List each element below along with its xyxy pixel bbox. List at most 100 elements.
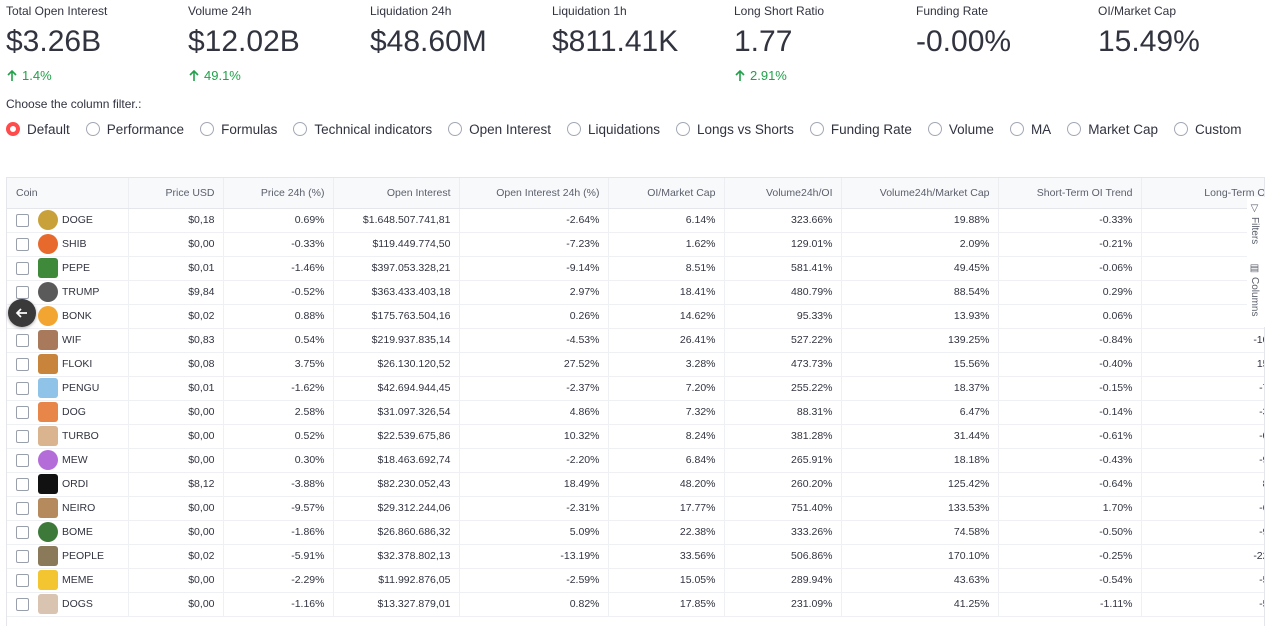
row-checkbox[interactable] [16,573,29,587]
radio-circle[interactable] [809,122,824,136]
cell-price-usd: $0,00 [128,592,224,617]
table-row[interactable]: MEME $0,00 -2.29% $11.992.876,05 -2.59% 15.05… [7,568,1264,593]
row-checkbox[interactable] [16,237,29,251]
radio-circle[interactable] [6,122,20,136]
coin-cell: ORDI [16,474,120,494]
cell-price-24h: 0.69% [223,208,334,233]
cell-short-term-oi-trend: -0.25% [998,544,1142,569]
radio-option-technical-indicators[interactable]: Technical indicators [293,122,432,137]
radio-circle[interactable] [1009,122,1024,136]
radio-circle[interactable] [448,122,463,136]
column-header-open-interest-24h[interactable]: Open Interest 24h (%) [459,178,609,209]
radio-circle[interactable] [200,122,215,136]
radio-option-market-cap[interactable]: Market Cap [1067,122,1158,137]
row-checkbox[interactable] [16,597,29,611]
radio-circle[interactable] [566,122,581,136]
coin-symbol: MEME [62,574,94,586]
cell-oi-market-cap: 17.85% [608,592,725,617]
cell-open-interest: $13.327.879,01 [333,592,460,617]
radio-circle[interactable] [293,122,308,136]
table-row[interactable]: DOG $0,00 2.58% $31.097.326,54 4.86% 7.32% 88.… [7,400,1264,425]
row-checkbox[interactable] [16,501,29,515]
cell-coin: ORDI [7,472,129,497]
row-checkbox[interactable] [16,357,29,371]
row-checkbox[interactable] [16,453,29,467]
radio-option-funding-rate[interactable]: Funding Rate [809,122,912,137]
table-row[interactable]: SHIB $0,00 -0.33% $119.449.774,50 -7.23% 1.62… [7,232,1264,257]
table-row[interactable]: PEPE $0,01 -1.46% $397.053.328,21 -9.14% 8.51… [7,256,1264,281]
table-row[interactable]: PEOPLE $0,02 -5.91% $32.378.802,13 -13.19% 33… [7,544,1264,569]
radio-option-liquidations[interactable]: Liquidations [566,122,660,137]
filters-tab[interactable]: ▽ Filters [1249,203,1260,244]
radio-circle[interactable] [1173,122,1188,136]
table-row[interactable]: WIF $0,83 0.54% $219.937.835,14 -4.53% 26.41%… [7,328,1264,353]
columns-tab[interactable]: ▤ Columns [1249,263,1260,316]
cell-coin: PEOPLE [7,544,129,569]
table-row[interactable]: DOGE $0,18 0.69% $1.648.507.741,81 -2.64% 6.1… [7,208,1264,233]
column-header-price-24h[interactable]: Price 24h (%) [223,178,334,209]
cell-open-interest-24h: 0.26% [459,304,609,329]
coin-symbol: PENGU [62,382,100,394]
cell-oi-market-cap: 1.62% [608,232,725,257]
radio-option-formulas[interactable]: Formulas [200,122,277,137]
cell-volume-oi: 255.22% [724,376,842,401]
row-checkbox[interactable] [16,549,29,563]
table-row[interactable]: BONK $0,02 0.88% $175.763.504,16 0.26% 14.62%… [7,304,1264,329]
table-row[interactable]: FLOKI $0,08 3.75% $26.130.120,52 27.52% 3.28%… [7,352,1264,377]
radio-option-volume[interactable]: Volume [927,122,994,137]
cell-long-term-oi: -5 [1141,568,1264,593]
column-header-open-interest[interactable]: Open Interest [333,178,460,209]
radio-circle[interactable] [1067,122,1082,136]
column-header-short-term-oi-trend[interactable]: Short-Term OI Trend [998,178,1142,209]
cell-price-usd: $0,02 [128,304,224,329]
radio-circle[interactable] [85,122,100,136]
column-header-price-usd[interactable]: Price USD [128,178,224,209]
table-row[interactable]: DOGS $0,00 -1.16% $13.327.879,01 0.82% 17.85%… [7,592,1264,617]
table-row[interactable]: BOME $0,00 -1.86% $26.860.686,32 5.09% 22.38%… [7,520,1264,545]
table-row[interactable]: TRUMP $9,84 -0.52% $363.433.403,18 2.97% 18.4… [7,280,1264,305]
table-row[interactable]: NEIRO $0,00 -9.57% $29.312.244,06 -2.31% 17.7… [7,496,1264,521]
back-arrow-button[interactable] [8,299,36,327]
row-checkbox[interactable] [16,213,29,227]
cell-volume-market-cap: 31.44% [841,424,999,449]
radio-option-default[interactable]: Default [6,122,70,137]
table-row[interactable]: MEW $0,00 0.30% $18.463.692,74 -2.20% 6.84% 26… [7,448,1264,473]
radio-option-open-interest[interactable]: Open Interest [448,122,551,137]
stat-value: $48.60M [370,25,487,58]
cell-open-interest: $26.860.686,32 [333,520,460,545]
stat-delta: 1.4% [6,68,186,84]
cell-volume-oi: 289.94% [724,568,842,593]
row-checkbox[interactable] [16,429,29,443]
radio-circle[interactable] [927,122,942,136]
radio-label: Formulas [221,121,278,137]
row-checkbox[interactable] [16,285,29,299]
coin-logo-icon [38,354,58,374]
column-header-volume24h-oi[interactable]: Volume24h/OI [724,178,842,209]
radio-option-longs-vs-shorts[interactable]: Longs vs Shorts [676,122,794,137]
radio-option-ma[interactable]: MA [1009,122,1051,137]
row-checkbox[interactable] [16,381,29,395]
cell-open-interest: $363.433.403,18 [333,280,460,305]
row-checkbox[interactable] [16,525,29,539]
stat-delta: 2.91% [734,68,914,84]
radio-option-custom[interactable]: Custom [1173,122,1241,137]
row-checkbox[interactable] [16,333,29,347]
cell-volume-oi: 527.22% [724,328,842,353]
table-row[interactable]: TURBO $0,00 0.52% $22.539.675,86 10.32% 8.24%… [7,424,1264,449]
table-row[interactable]: PENGU $0,01 -1.62% $42.694.944,45 -2.37% 7.20… [7,376,1264,401]
radio-circle[interactable] [676,122,691,136]
column-header-coin[interactable]: Coin [7,178,129,209]
column-header-long-term-oi[interactable]: Long-Term OI [1141,178,1264,209]
row-checkbox[interactable] [16,477,29,491]
row-checkbox[interactable] [16,405,29,419]
table-row[interactable]: ORDI $8,12 -3.88% $82.230.052,43 18.49% 48.20… [7,472,1264,497]
coin-logo-icon [38,402,58,422]
radio-option-performance[interactable]: Performance [85,122,184,137]
row-checkbox[interactable] [16,261,29,275]
cell-coin: DOG [7,400,129,425]
column-header-volume24h-market-cap[interactable]: Volume24h/Market Cap [841,178,999,209]
cell-price-24h: 0.52% [223,424,334,449]
column-header-oi-market-cap[interactable]: OI/Market Cap [608,178,725,209]
cell-volume-market-cap: 88.54% [841,280,999,305]
coin-symbol: PEPE [62,262,91,274]
